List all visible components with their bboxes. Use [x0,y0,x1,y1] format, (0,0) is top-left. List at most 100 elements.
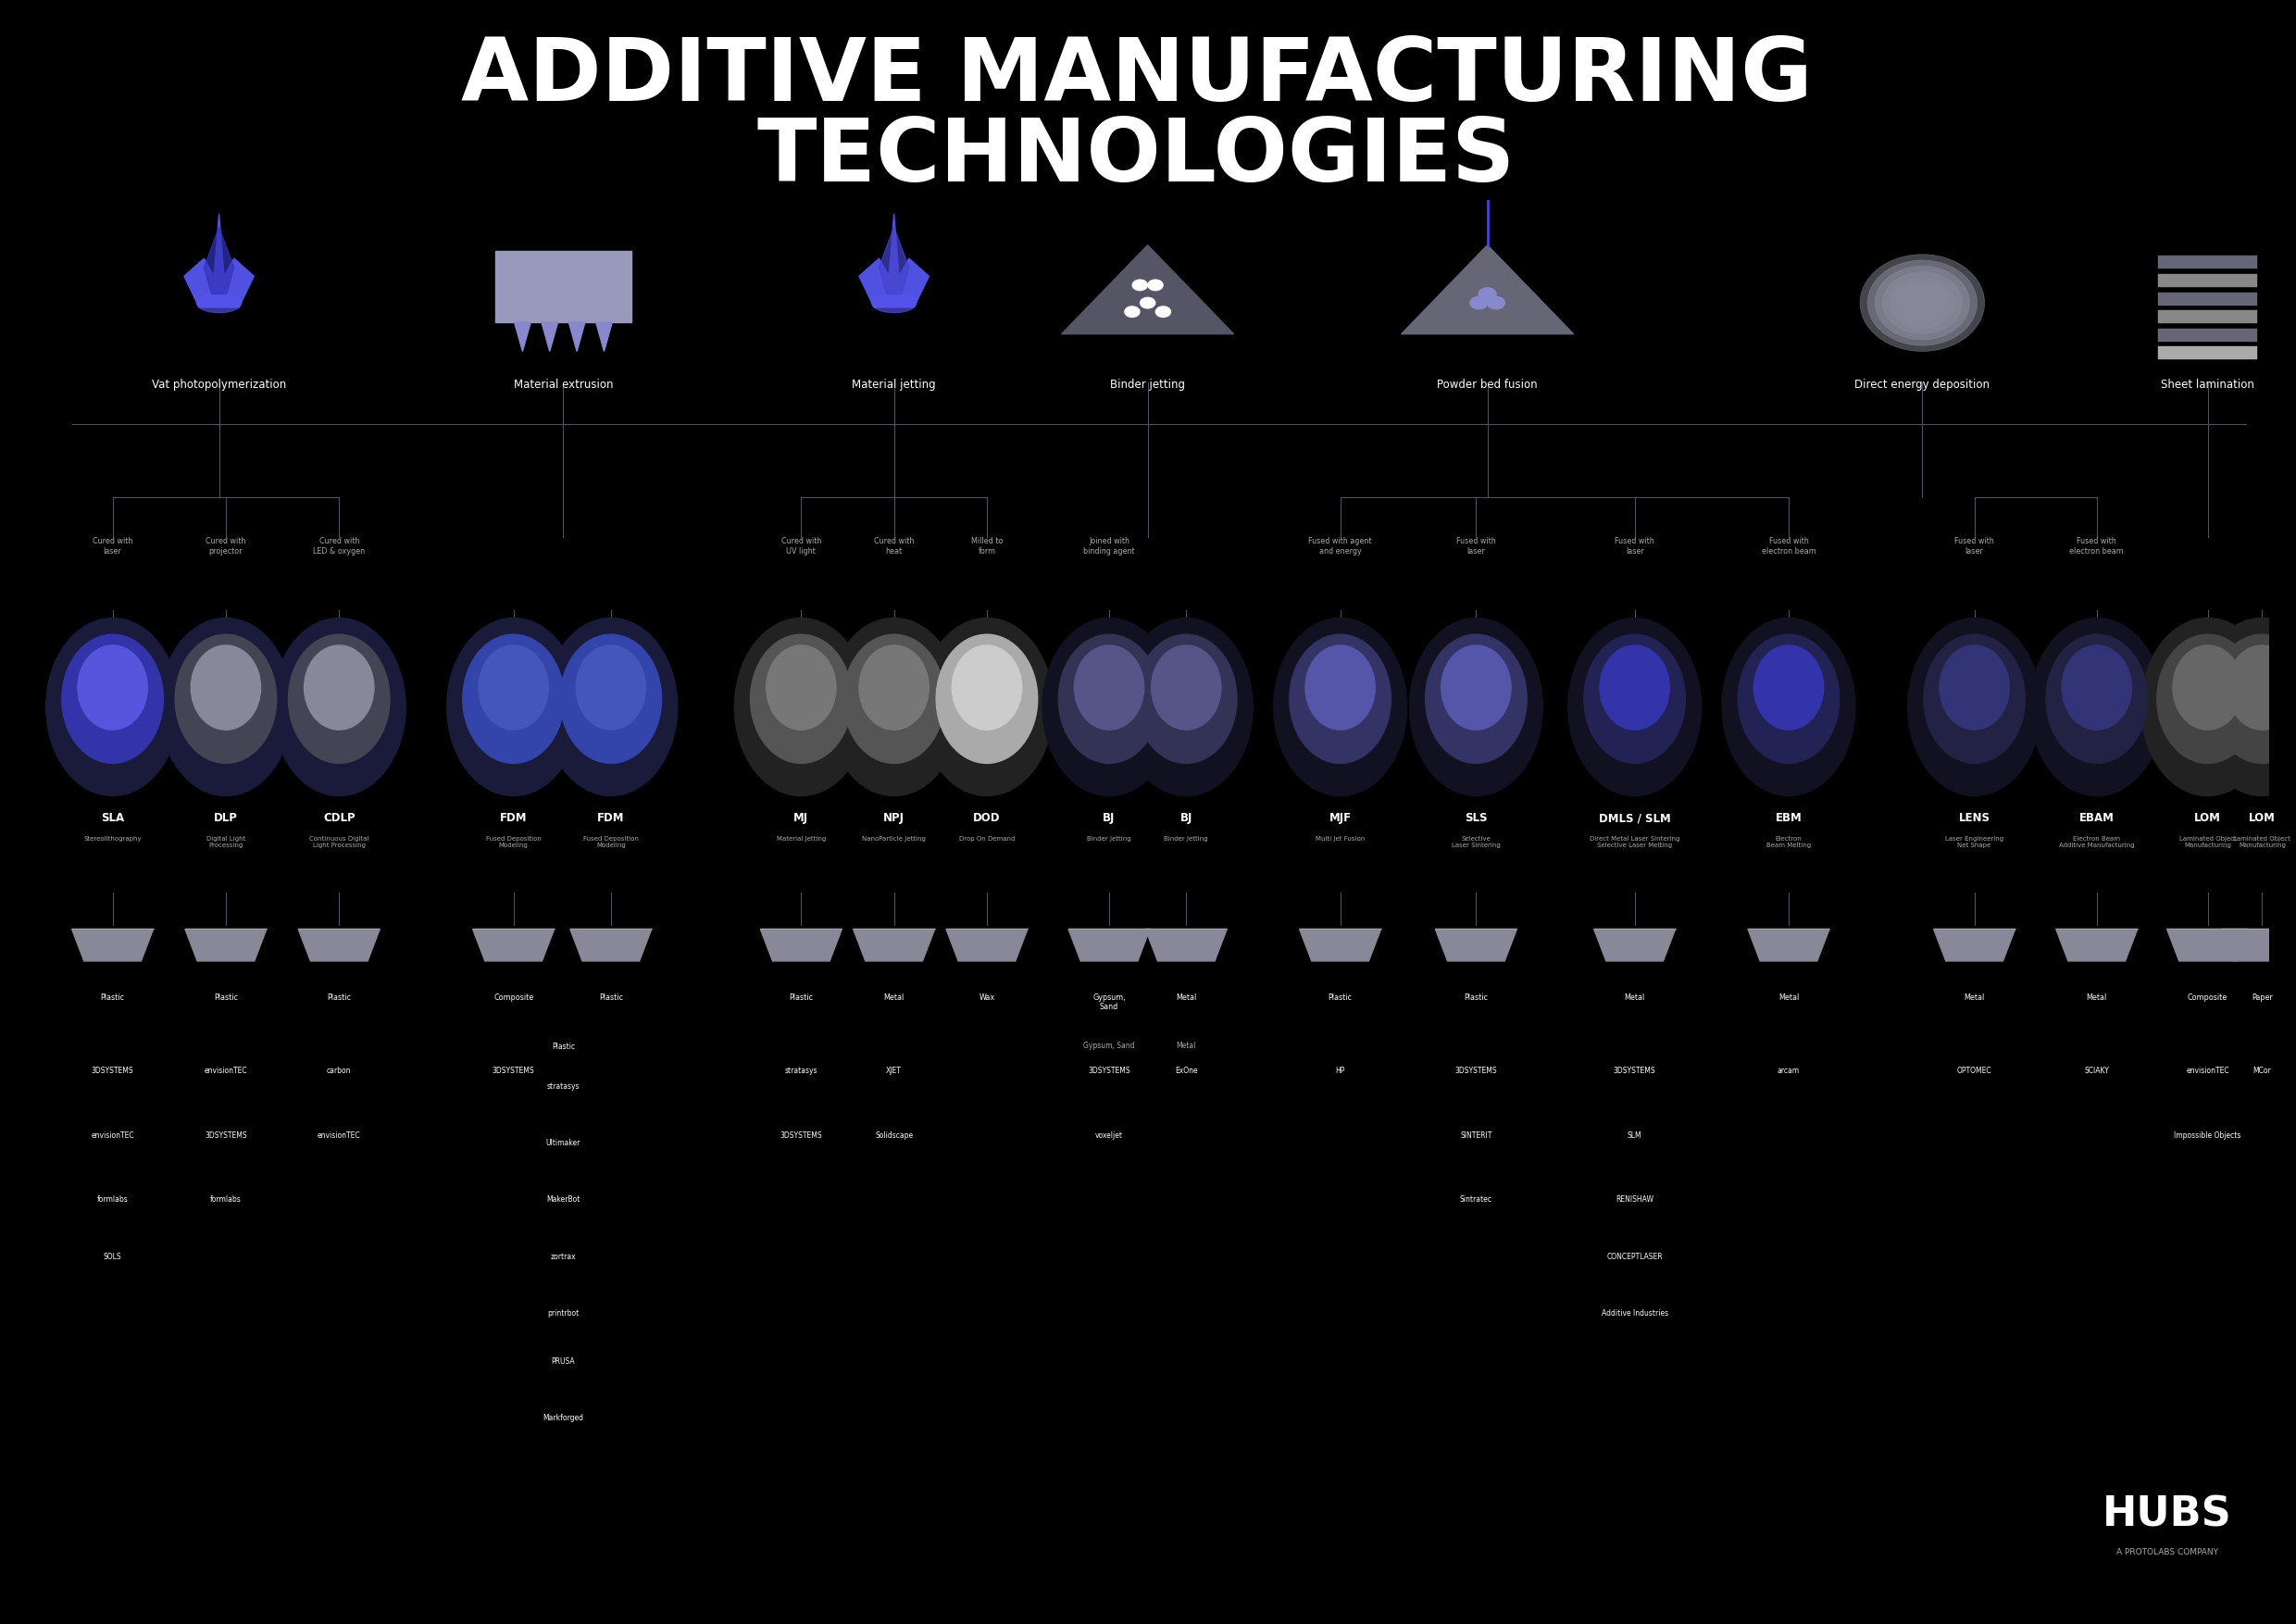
Text: Composite: Composite [2188,992,2227,1002]
Polygon shape [597,322,613,351]
Ellipse shape [1867,260,1977,346]
Circle shape [1488,297,1504,309]
Text: BJ: BJ [1102,812,1116,823]
Ellipse shape [1924,635,2025,763]
Bar [2158,346,2257,359]
Text: Stereolithography: Stereolithography [83,836,142,841]
Text: Composite: Composite [494,992,533,1002]
Text: A PROTOLABS COMPANY: A PROTOLABS COMPANY [2117,1548,2218,1556]
Text: Electron Beam
Additive Manufacturing: Electron Beam Additive Manufacturing [2060,836,2135,848]
Text: 3DSYSTEMS: 3DSYSTEMS [1456,1067,1497,1075]
Bar [2158,274,2257,287]
Text: Direct Metal Laser Sintering
Selective Laser Melting: Direct Metal Laser Sintering Selective L… [1589,836,1681,848]
Ellipse shape [1058,635,1159,763]
Ellipse shape [2156,635,2259,763]
Ellipse shape [273,619,406,796]
Ellipse shape [158,619,292,796]
Text: LOM: LOM [2248,812,2275,823]
Text: SOLS: SOLS [103,1252,122,1260]
Text: Paper: Paper [2252,992,2273,1002]
Ellipse shape [1410,619,1543,796]
Text: Fused with
laser: Fused with laser [1614,538,1655,555]
Text: SCIAKY: SCIAKY [2085,1067,2110,1075]
Ellipse shape [1883,271,1963,335]
Text: Metal: Metal [1176,992,1196,1002]
Text: BJ: BJ [1180,812,1192,823]
Circle shape [1132,279,1148,291]
Ellipse shape [872,292,916,313]
Text: HP: HP [1336,1067,1345,1075]
Text: printrbot: printrbot [546,1309,579,1317]
Polygon shape [1435,929,1518,961]
Ellipse shape [1568,619,1701,796]
Text: Ultimaker: Ultimaker [546,1138,581,1148]
Text: Electron
Beam Melting: Electron Beam Melting [1766,836,1812,848]
Polygon shape [514,322,530,351]
Polygon shape [1061,245,1233,335]
Text: Milled to
form: Milled to form [971,538,1003,555]
Ellipse shape [1426,635,1527,763]
Text: XJET: XJET [886,1067,902,1075]
Text: SINTERIT: SINTERIT [1460,1130,1492,1140]
Text: Plastic: Plastic [214,992,239,1002]
Ellipse shape [289,635,390,763]
Text: Metal: Metal [884,992,905,1002]
Text: MCor: MCor [2252,1067,2271,1075]
Ellipse shape [2211,635,2296,763]
Text: NanoParticle Jetting: NanoParticle Jetting [861,836,925,841]
Text: SLA: SLA [101,812,124,823]
Text: Fused with agent
and energy: Fused with agent and energy [1309,538,1373,555]
Text: envisionTEC: envisionTEC [2186,1067,2229,1075]
Polygon shape [1068,929,1150,961]
Text: FDM: FDM [501,812,528,823]
Text: 3DSYSTEMS: 3DSYSTEMS [1614,1067,1655,1075]
Text: Metal: Metal [1176,1041,1196,1049]
Text: Plastic: Plastic [599,992,622,1002]
Text: EBM: EBM [1775,812,1802,823]
Text: Gypsum,
Sand: Gypsum, Sand [1093,992,1125,1012]
Circle shape [1469,297,1488,309]
Ellipse shape [1896,284,1947,322]
Ellipse shape [1722,619,1855,796]
Text: Gypsum, Sand: Gypsum, Sand [1084,1041,1134,1049]
Text: CDLP: CDLP [324,812,356,823]
Text: Fused with
laser: Fused with laser [1954,538,1995,555]
Text: Multi Jet Fusion: Multi Jet Fusion [1316,836,1364,841]
Polygon shape [186,929,266,961]
Ellipse shape [2195,619,2296,796]
Polygon shape [946,929,1029,961]
Text: NPJ: NPJ [884,812,905,823]
Text: MakerBot: MakerBot [546,1195,581,1203]
Polygon shape [542,322,558,351]
Bar [2158,328,2257,341]
Text: MJF: MJF [1329,812,1352,823]
Polygon shape [71,929,154,961]
Text: LOM: LOM [2195,812,2220,823]
Ellipse shape [859,645,930,729]
Polygon shape [760,929,843,961]
Text: Vat photopolymerization: Vat photopolymerization [152,378,287,391]
Ellipse shape [1908,619,2041,796]
Bar [2158,257,2257,270]
Polygon shape [1401,245,1573,335]
Ellipse shape [1600,645,1669,729]
Text: Wax: Wax [978,992,994,1002]
Text: Plastic: Plastic [551,1043,574,1051]
Text: Metal: Metal [1779,992,1800,1002]
Ellipse shape [2172,645,2243,729]
Text: Additive Industries: Additive Industries [1600,1309,1667,1317]
Ellipse shape [1137,635,1238,763]
Text: carbon: carbon [326,1067,351,1075]
Ellipse shape [937,635,1038,763]
Circle shape [1155,307,1171,317]
Circle shape [1125,307,1139,317]
Ellipse shape [843,635,944,763]
Ellipse shape [303,645,374,729]
Ellipse shape [46,619,179,796]
Ellipse shape [560,635,661,763]
Circle shape [1141,297,1155,309]
Text: Laminated Object
Manufacturing: Laminated Object Manufacturing [2234,836,2291,848]
Text: OPTOMEC: OPTOMEC [1956,1067,1993,1075]
Text: 3DSYSTEMS: 3DSYSTEMS [781,1130,822,1140]
Text: stratasys: stratasys [785,1067,817,1075]
